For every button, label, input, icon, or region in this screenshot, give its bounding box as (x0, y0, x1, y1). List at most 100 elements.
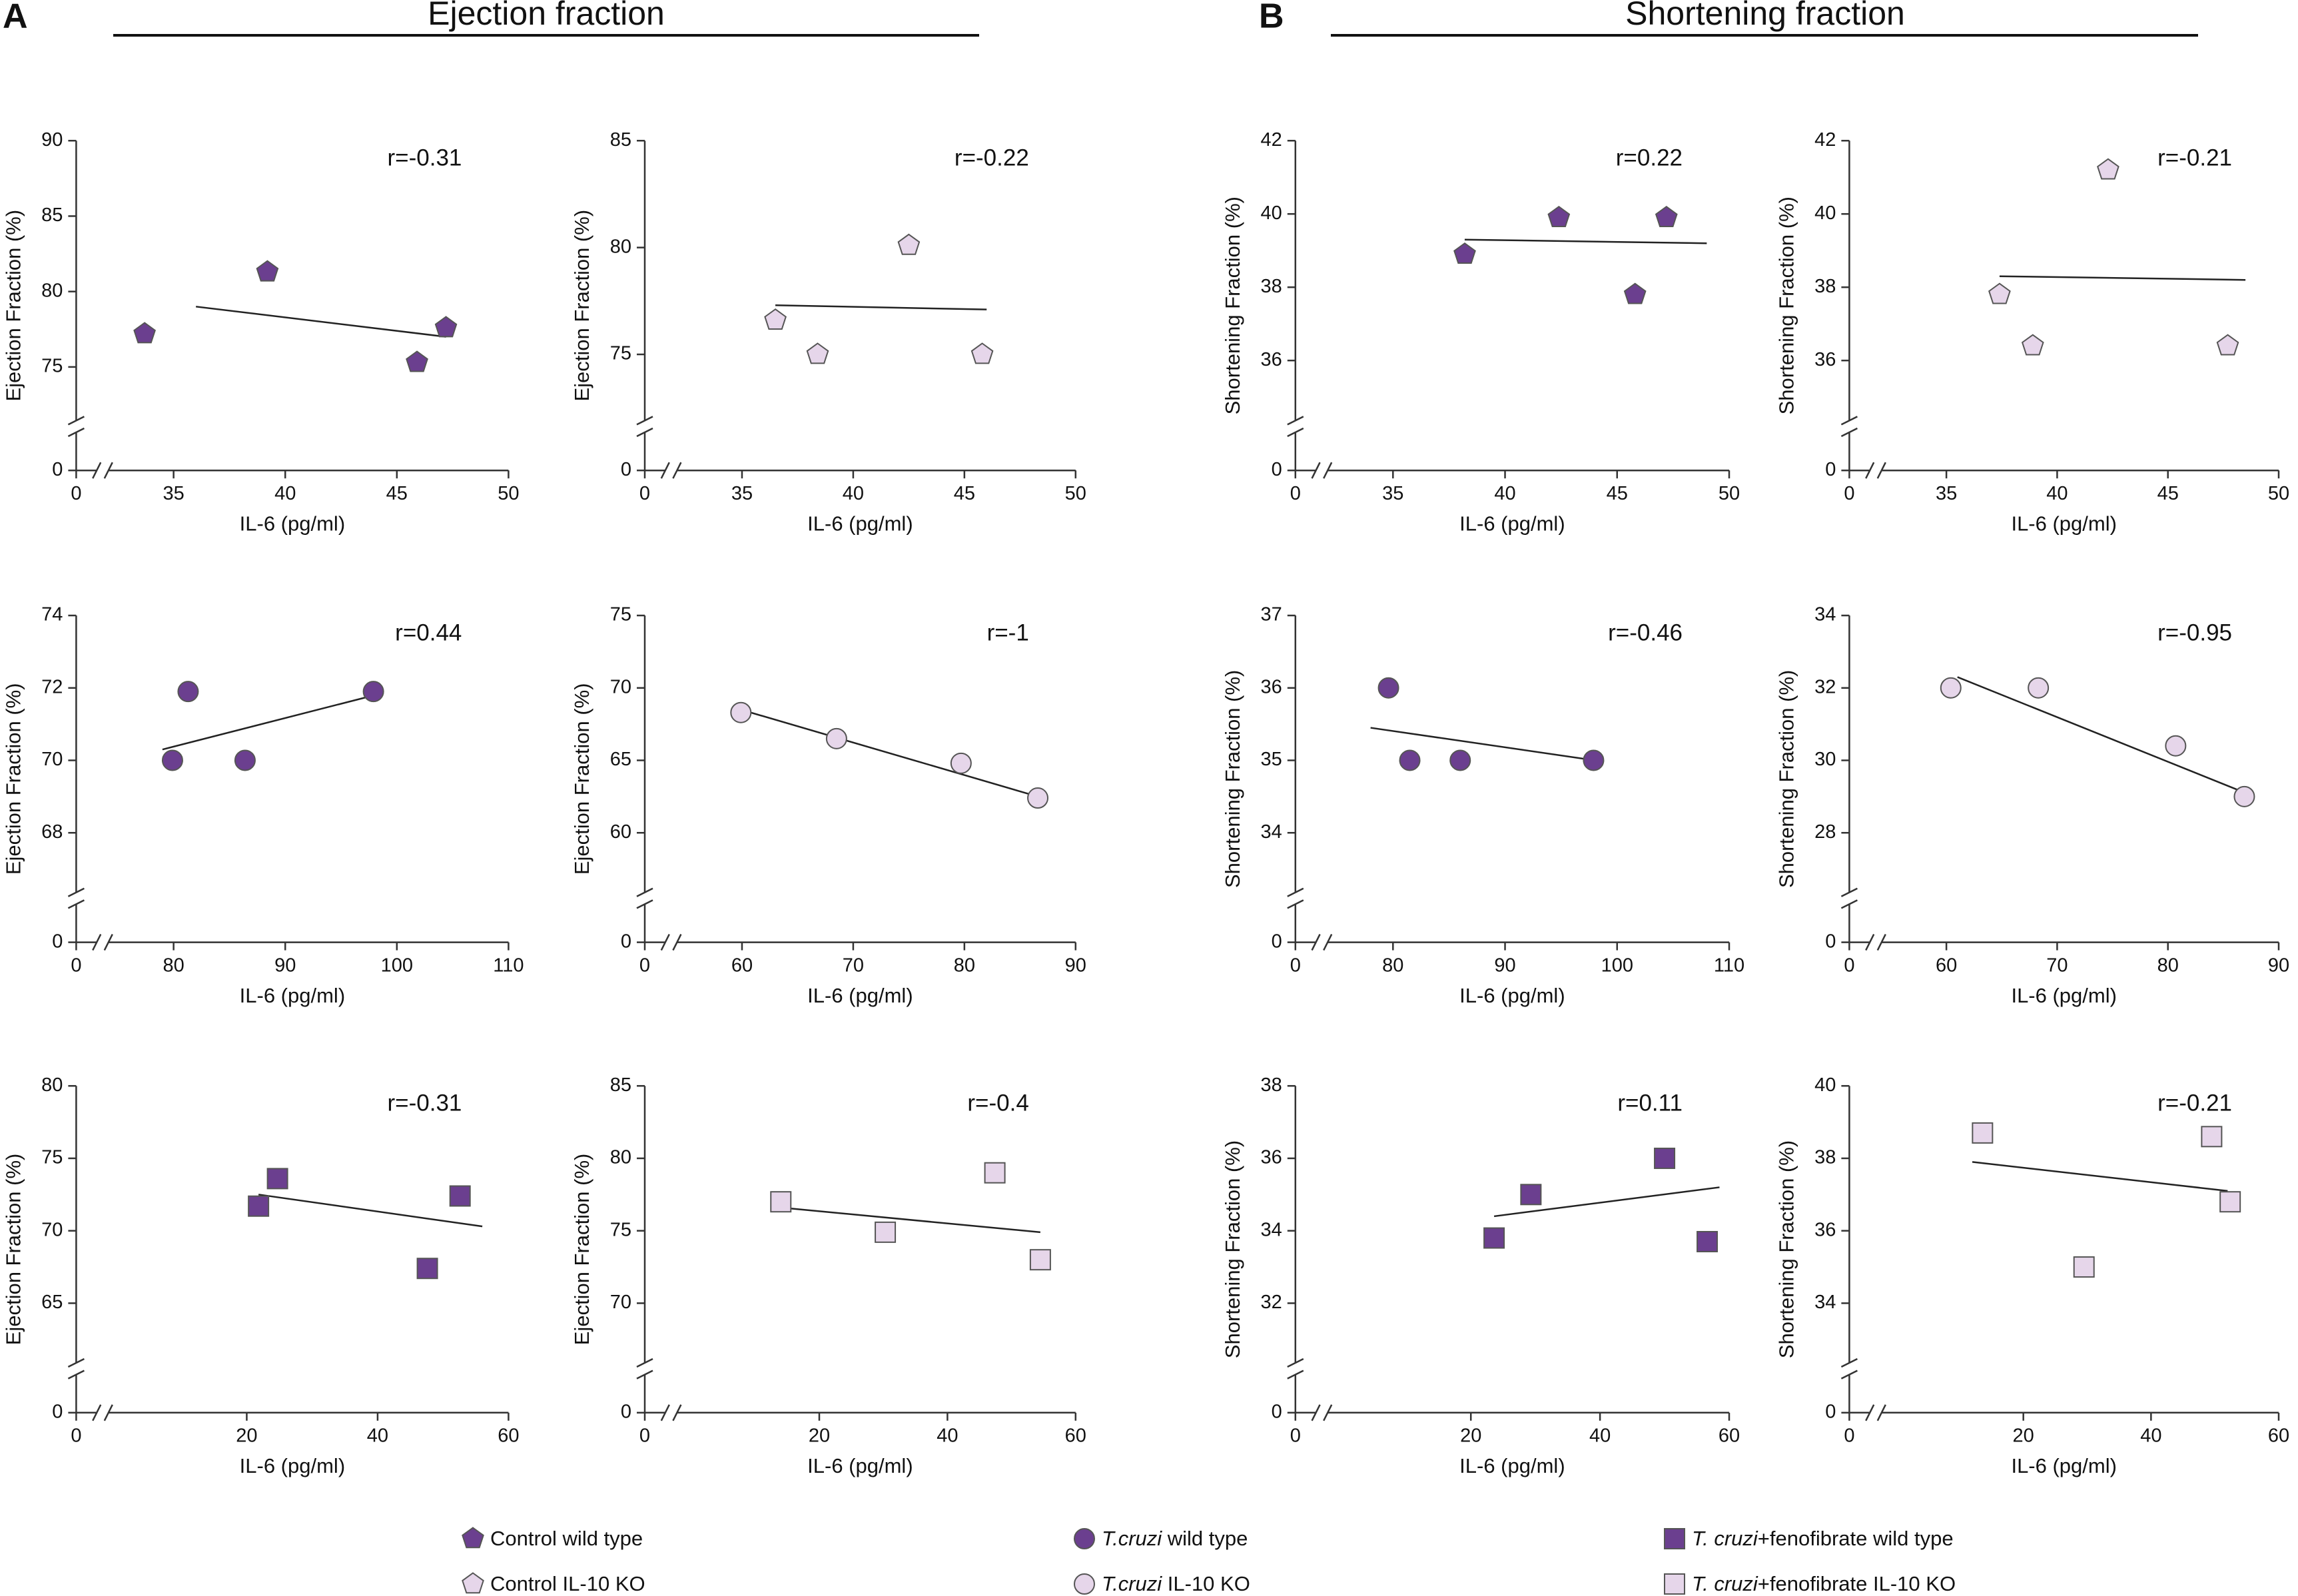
axis-break (672, 1404, 682, 1421)
y-tick-label: 36 (1814, 1219, 1836, 1240)
x-tick-label: 60 (498, 1425, 519, 1446)
x-tick-label: 70 (2046, 955, 2068, 976)
x-tick-label: 110 (1714, 955, 1744, 976)
y-tick-label: 34 (1814, 604, 1836, 625)
x-tick-label: 0 (1290, 1425, 1301, 1446)
point (875, 1221, 897, 1243)
x-tick-label: 50 (1065, 483, 1086, 504)
legend-marker (1074, 1528, 1095, 1549)
point (1027, 787, 1049, 809)
x-axis-label: IL-6 (pg/ml) (1459, 512, 1565, 535)
x-tick-label: 50 (2268, 483, 2289, 504)
axis-break (67, 899, 85, 909)
x-tick-label: 35 (731, 483, 753, 504)
y-tick-label: 40 (1814, 202, 1836, 224)
y-axis-label: Shortening Fraction (%) (1775, 1140, 1798, 1358)
x-tick-label: 40 (2046, 483, 2068, 504)
legend-label-italic: T.cruzi (1102, 1527, 1162, 1550)
y-tick-label: 34 (1261, 1219, 1282, 1240)
point (406, 350, 428, 372)
axis-break (103, 462, 113, 479)
axis-break (636, 427, 653, 438)
y-tick-label: 36 (1261, 349, 1282, 370)
y-tick-label: 0 (1272, 1401, 1282, 1422)
y-tick-label: 70 (610, 676, 631, 697)
y-tick-label: 38 (1261, 276, 1282, 297)
point (2233, 785, 2255, 807)
axis-break (1287, 899, 1304, 909)
y-tick-label: 75 (610, 1219, 631, 1240)
axis-break (67, 1370, 85, 1380)
y-axis-label: Ejection Fraction (%) (570, 210, 593, 402)
point (416, 1258, 438, 1280)
point (1972, 1122, 1994, 1144)
annotation: r=-0.22 (955, 145, 1029, 171)
y-tick-label: 0 (621, 931, 631, 952)
fit-line (1493, 1186, 1720, 1218)
fit-line (162, 694, 375, 751)
x-tick-label: 0 (1290, 483, 1301, 504)
y-tick-label: 42 (1814, 129, 1836, 151)
y-tick-label: 36 (1261, 676, 1282, 697)
fit-line (1464, 238, 1707, 244)
point (161, 749, 183, 771)
x-tick-label: 0 (1844, 955, 1854, 976)
y-tick-label: 85 (610, 1074, 631, 1096)
point (2021, 334, 2044, 356)
fit-line (1957, 676, 2246, 794)
x-tick-label: 40 (937, 1425, 958, 1446)
point (2219, 1191, 2241, 1213)
x-tick-label: 100 (1601, 955, 1633, 976)
axis-break (1840, 1358, 1858, 1368)
axis-break (1311, 934, 1321, 951)
axis-break (1323, 1404, 1333, 1421)
point (770, 1191, 792, 1213)
y-tick-label: 38 (1261, 1074, 1282, 1096)
x-tick-label: 60 (1936, 955, 1957, 976)
x-tick-label: 100 (381, 955, 413, 976)
y-tick-label: 75 (41, 356, 63, 377)
y-tick-label: 0 (621, 1401, 631, 1422)
point (1377, 677, 1399, 699)
y-tick-label: 36 (1814, 349, 1836, 370)
y-tick-label: 0 (621, 459, 631, 480)
y-tick-label: 30 (1814, 749, 1836, 770)
point (234, 749, 256, 771)
fit-line (775, 304, 987, 310)
x-axis-label: IL-6 (pg/ml) (2011, 512, 2116, 535)
x-tick-label: 90 (274, 955, 296, 976)
x-tick-label: 40 (274, 483, 296, 504)
annotation: r=-0.46 (1608, 619, 1683, 645)
axis-break (67, 887, 85, 897)
axis-break (1865, 462, 1875, 479)
point (1697, 1230, 1719, 1252)
y-tick-label: 74 (41, 604, 63, 625)
panel-label: A (3, 0, 28, 36)
y-tick-label: 36 (1261, 1147, 1282, 1168)
x-axis-label: IL-6 (pg/ml) (2011, 984, 2116, 1007)
x-tick-label: 0 (71, 955, 81, 976)
axis-break (1287, 1358, 1304, 1368)
point (1988, 282, 2011, 304)
legend-marker (1664, 1528, 1685, 1549)
y-tick-label: 28 (1814, 821, 1836, 843)
point (266, 1168, 288, 1190)
x-tick-label: 70 (843, 955, 864, 976)
x-axis-label: IL-6 (pg/ml) (1459, 984, 1565, 1007)
point (449, 1185, 471, 1207)
axis-break (103, 934, 113, 951)
axis-break (67, 427, 85, 438)
point (2073, 1256, 2095, 1278)
x-tick-label: 60 (1719, 1425, 1740, 1446)
x-tick-label: 90 (2268, 955, 2289, 976)
annotation: r=-0.21 (2157, 145, 2232, 171)
annotation: r=-0.4 (967, 1090, 1028, 1116)
fit-line (1999, 275, 2246, 281)
y-tick-label: 38 (1814, 1147, 1836, 1168)
y-tick-label: 38 (1814, 276, 1836, 297)
legend-label-italic: T.cruzi (1102, 1572, 1162, 1595)
x-tick-label: 60 (731, 955, 753, 976)
x-axis-label: IL-6 (pg/ml) (240, 512, 345, 535)
axis-break (1865, 934, 1875, 951)
fit-line (258, 1194, 483, 1228)
